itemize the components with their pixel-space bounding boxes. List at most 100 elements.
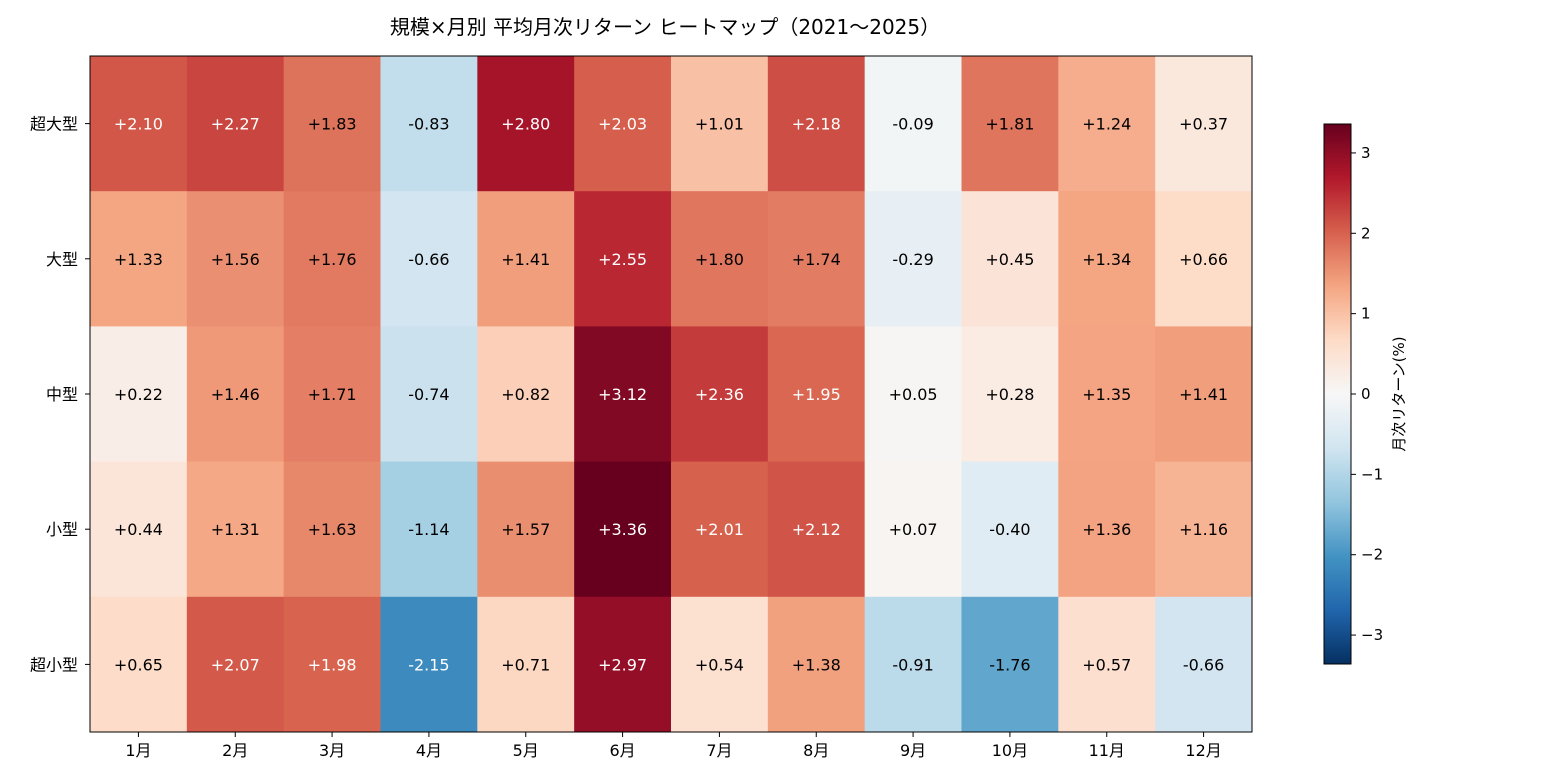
x-tick-label: 3月 — [319, 741, 345, 760]
heatmap-cell — [864, 191, 962, 327]
cell-value-label: +1.83 — [308, 115, 357, 134]
heatmap-cell — [671, 461, 769, 598]
heatmap-cell — [283, 326, 381, 463]
cell-value-label: +0.82 — [501, 385, 550, 404]
heatmap-cell — [864, 56, 962, 192]
heatmap-cell — [186, 596, 285, 733]
cell-value-label: +1.76 — [308, 250, 357, 269]
heatmap-cell — [961, 56, 1059, 192]
heatmap-cell — [767, 461, 866, 598]
cell-value-label: +2.97 — [598, 655, 647, 674]
cell-value-label: +0.66 — [1179, 250, 1228, 269]
heatmap-cell — [186, 56, 285, 192]
x-tick-label: 2月 — [222, 741, 248, 760]
heatmap-cell — [864, 461, 962, 598]
heatmap-cell — [90, 191, 188, 327]
heatmap-cell — [90, 56, 188, 192]
x-tick-label: 4月 — [416, 741, 442, 760]
heatmap-cell — [380, 326, 478, 463]
colorbar-tick-label: −3 — [1361, 626, 1383, 644]
cell-value-label: +2.55 — [598, 250, 647, 269]
cell-value-label: +1.98 — [308, 655, 357, 674]
cell-value-label: +2.80 — [501, 115, 550, 134]
cell-value-label: +0.71 — [501, 655, 550, 674]
cell-value-label: +0.54 — [695, 655, 744, 674]
heatmap-cell — [767, 56, 866, 192]
x-tick-label: 8月 — [803, 741, 829, 760]
cell-value-label: +2.18 — [792, 115, 841, 134]
cell-value-label: +1.31 — [211, 520, 260, 539]
heatmap-cell — [283, 461, 381, 598]
heatmap-cell — [380, 56, 478, 192]
heatmap-cell — [1155, 191, 1253, 327]
cell-value-label: +2.07 — [211, 655, 260, 674]
heatmap-cell — [574, 191, 672, 327]
heatmap-cell — [1155, 326, 1253, 463]
heatmap-cell — [767, 191, 866, 327]
heatmap-cell — [574, 596, 672, 733]
heatmap-cells: +2.10 +2.27 +1.83 -0.83 +2.80 +2.03 +1.01 +2.18… — [90, 56, 1253, 733]
x-tick-label: 10月 — [992, 741, 1028, 760]
y-tick-label: 中型 — [46, 385, 78, 404]
heatmap-cell — [477, 461, 575, 598]
heatmap-cell — [1058, 596, 1156, 733]
heatmap-cell — [961, 596, 1059, 733]
heatmap-cell — [186, 326, 285, 463]
cell-value-label: +2.36 — [695, 385, 744, 404]
cell-value-label: -0.91 — [892, 655, 933, 674]
cell-value-label: +2.12 — [792, 520, 841, 539]
heatmap-cell — [477, 326, 575, 463]
heatmap-cell — [186, 191, 285, 327]
heatmap-cell — [574, 56, 672, 192]
cell-value-label: +0.28 — [985, 385, 1034, 404]
heatmap-cell — [1058, 56, 1156, 192]
cell-value-label: +1.34 — [1082, 250, 1131, 269]
cell-value-label: +0.07 — [889, 520, 938, 539]
x-tick-label: 9月 — [900, 741, 926, 760]
cell-value-label: +1.33 — [114, 250, 163, 269]
cell-value-label: +1.81 — [985, 115, 1034, 134]
cell-value-label: +1.24 — [1082, 115, 1131, 134]
y-tick-label: 超大型 — [30, 115, 78, 134]
cell-value-label: +1.35 — [1082, 385, 1131, 404]
heatmap-cell — [671, 596, 769, 733]
heatmap-cell — [283, 191, 381, 327]
heatmap-cell — [380, 596, 478, 733]
cell-value-label: -0.09 — [892, 115, 933, 134]
y-tick-label: 小型 — [46, 520, 78, 539]
heatmap-cell — [283, 56, 381, 192]
heatmap-cell — [1058, 461, 1156, 598]
cell-value-label: +2.03 — [598, 115, 647, 134]
cell-value-label: +1.41 — [501, 250, 550, 269]
cell-value-label: -0.83 — [408, 115, 449, 134]
heatmap-cell — [671, 56, 769, 192]
cell-value-label: +1.95 — [792, 385, 841, 404]
heatmap-cell — [864, 326, 962, 463]
heatmap-cell — [864, 596, 962, 733]
x-tick-label: 5月 — [513, 741, 539, 760]
cell-value-label: +1.38 — [792, 655, 841, 674]
heatmap-cell — [574, 461, 672, 598]
cell-value-label: +1.56 — [211, 250, 260, 269]
cell-value-label: +1.80 — [695, 250, 744, 269]
cell-value-label: -0.66 — [1183, 655, 1224, 674]
cell-value-label: -0.40 — [989, 520, 1030, 539]
cell-value-label: +1.46 — [211, 385, 260, 404]
heatmap-cell — [477, 56, 575, 192]
cell-value-label: +0.57 — [1082, 655, 1131, 674]
cell-value-label: -2.15 — [408, 655, 449, 674]
cell-value-label: -1.14 — [408, 520, 449, 539]
heatmap-cell — [477, 191, 575, 327]
cell-value-label: +0.45 — [985, 250, 1034, 269]
cell-value-label: +1.41 — [1179, 385, 1228, 404]
colorbar: −3 −2 −1 0 1 2 3 月次リターン(%) — [1323, 123, 1408, 665]
y-tick-label: 大型 — [46, 250, 78, 269]
cell-value-label: +2.10 — [114, 115, 163, 134]
heatmap-cell — [90, 596, 188, 733]
cell-value-label: +0.65 — [114, 655, 163, 674]
heatmap-cell — [1058, 191, 1156, 327]
cell-value-label: +3.36 — [598, 520, 647, 539]
heatmap-cell — [767, 326, 866, 463]
cell-value-label: +2.01 — [695, 520, 744, 539]
